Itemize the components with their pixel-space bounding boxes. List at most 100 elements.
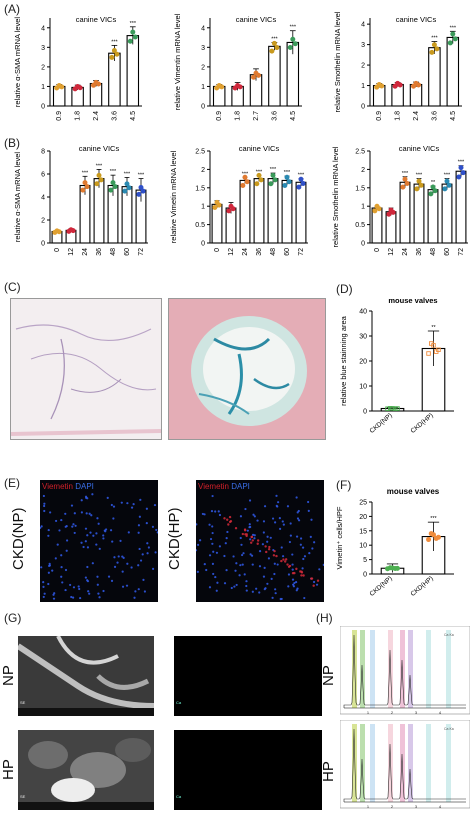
- B3-point: [414, 186, 420, 192]
- A1-xtick-label: 3.6: [111, 111, 118, 121]
- A3-sig: ***: [450, 25, 457, 31]
- D-point: [387, 406, 393, 411]
- A3-point: [416, 82, 422, 88]
- A2-point: [292, 41, 298, 47]
- B1-ytick-label: 0: [41, 241, 45, 248]
- A2-ytick-label: 3: [201, 45, 205, 52]
- B2-point: [240, 182, 246, 188]
- dapi-label: DAPI: [75, 482, 94, 491]
- eds-spectrum-np: 1 2 3 4 Ca Ka: [340, 626, 470, 715]
- A1-point: [109, 54, 115, 60]
- panel-label-a: (A): [4, 2, 20, 16]
- B1-ytick-label: 6: [41, 172, 45, 179]
- A1-xtick-label: 1.8: [75, 111, 82, 121]
- D-ytick-label: 40: [359, 309, 367, 316]
- A2-point: [237, 84, 243, 90]
- B2-bar: [281, 179, 293, 244]
- B1-point: [82, 180, 88, 186]
- A1-ylabel: relative α-SMA mRNA level: [13, 17, 22, 108]
- A3-bar: [428, 47, 441, 107]
- hp-label-g: HP: [0, 759, 17, 780]
- B2-ytick-label: 0: [201, 241, 205, 248]
- dapi-label-hp: DAPI: [231, 482, 250, 491]
- B1-point: [138, 184, 144, 190]
- A2-point: [256, 72, 262, 78]
- A2-point: [271, 40, 277, 46]
- B1-ylabel: relative α-SMA mRNA level: [13, 152, 22, 243]
- B2-title: canine VICs: [239, 144, 280, 153]
- A3-title: canine VICs: [396, 15, 437, 24]
- A3-ytick-label: 1: [361, 83, 365, 90]
- histology-hp-drawing: [169, 299, 325, 439]
- D-point: [392, 406, 398, 411]
- B1-xtick-label: 72: [138, 248, 145, 256]
- F-xtick-label: CKD(NP): [369, 575, 394, 598]
- svg-text:2: 2: [391, 805, 393, 809]
- B3-ylabel: relative Smothelin mRNA level: [331, 146, 340, 247]
- B2-ylabel: relative Vimetin mRNA level: [169, 150, 178, 243]
- A1-xtick-label: 4.5: [130, 111, 137, 121]
- A2-ytick-label: 2: [201, 64, 205, 71]
- B2-point: [244, 179, 250, 185]
- A2-ytick-label: 0: [201, 104, 205, 111]
- B2-ytick-label: 1.5: [195, 185, 205, 192]
- B3-bar: [413, 183, 425, 244]
- A1-point: [132, 34, 138, 40]
- B2-bar: [295, 181, 307, 244]
- B1-point: [108, 187, 114, 193]
- B1-point: [124, 181, 130, 187]
- F-point: [428, 531, 434, 537]
- B1-bar: [93, 178, 105, 244]
- A1-sig: ***: [111, 39, 118, 45]
- B1-sig: ***: [138, 173, 145, 179]
- B3-point: [446, 182, 452, 188]
- A2-point: [290, 36, 296, 42]
- A2-xtick-label: 0.9: [216, 111, 223, 121]
- A2-sig: ***: [290, 25, 297, 31]
- chart-f: 0 5 10 15 20 25 Vimetin⁺ cells/HPF mouse valves…: [335, 487, 454, 598]
- svg-text:2: 2: [391, 711, 393, 715]
- B1-ytick-label: 2: [41, 218, 45, 225]
- B2-xtick-label: 24: [242, 248, 249, 256]
- F-ytick-label: 0: [363, 572, 367, 579]
- histology-hp-image: [168, 298, 326, 440]
- A3-ylabel: relative Smothelin mRNA level: [333, 11, 342, 112]
- B2-xtick-label: 0: [214, 248, 221, 252]
- A2-sig: ***: [271, 36, 278, 42]
- D-ytick-label: 10: [359, 384, 367, 391]
- B2-ytick-label: 2: [201, 167, 205, 174]
- B2-bar: [239, 179, 251, 244]
- ca-label-np: Ca: [176, 700, 182, 705]
- B1-ytick-label: 4: [41, 195, 45, 202]
- D-ylabel: relative blue stainning area: [339, 315, 348, 405]
- B2-point: [272, 177, 278, 183]
- B3-point: [404, 180, 410, 186]
- chart-b3: 0 0.5 1 1.5 2 2.5 relative Smothelin mRNA leve…: [331, 144, 468, 256]
- A3-xtick-label: 0.9: [376, 111, 383, 121]
- A3-point: [431, 42, 437, 48]
- hp-label-h: HP: [320, 761, 337, 782]
- A3-point: [434, 46, 440, 52]
- B2-point: [286, 179, 292, 185]
- F-ytick-label: 20: [359, 514, 367, 521]
- A3-xtick-label: 4.5: [450, 111, 457, 121]
- B3-point: [458, 165, 464, 171]
- B3-title: canine VICs: [399, 144, 440, 153]
- B3-xtick-label: 36: [416, 248, 423, 256]
- B2-point: [296, 184, 302, 190]
- B2-ytick-label: 2.5: [195, 149, 205, 156]
- D-point: [426, 351, 431, 356]
- F-point: [433, 535, 439, 541]
- B2-sig: ***: [242, 171, 249, 177]
- chart-a3: 0 1 2 3 4 relative Smothelin mRNA level canine…: [333, 11, 462, 121]
- A2-xtick-label: 3.6: [271, 111, 278, 121]
- D-point: [395, 406, 400, 411]
- B1-point: [84, 184, 90, 190]
- B2-ytick-label: 1: [201, 204, 205, 211]
- B2-point: [284, 174, 290, 180]
- svg-text:1: 1: [367, 805, 369, 809]
- F-ytick-label: 15: [359, 528, 367, 535]
- B2-point: [216, 202, 222, 208]
- A2-xtick-label: 4.5: [290, 111, 297, 121]
